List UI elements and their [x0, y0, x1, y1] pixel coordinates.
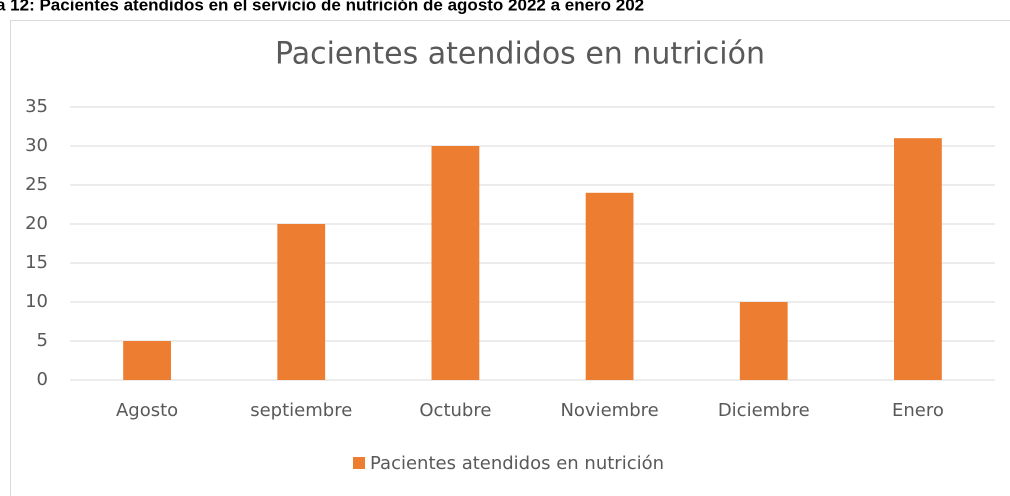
y-tick-label: 35 — [25, 96, 48, 117]
x-tick-label: Octubre — [419, 400, 491, 421]
legend-label: Pacientes atendidos en nutrición — [370, 453, 664, 474]
x-tick-label: Enero — [892, 400, 944, 421]
x-tick-label: Noviembre — [560, 400, 658, 421]
legend-swatch — [353, 457, 365, 469]
chart-border — [10, 20, 1010, 496]
bar — [123, 341, 171, 380]
chart-title: Pacientes atendidos en nutrición — [275, 37, 765, 72]
y-tick-label: 5 — [37, 330, 48, 351]
bar — [585, 192, 634, 380]
x-tick-label: septiembre — [250, 400, 352, 421]
x-tick-label: Diciembre — [718, 400, 810, 421]
y-tick-label: 30 — [25, 135, 48, 156]
y-tick-label: 20 — [25, 213, 48, 234]
caption: a 12: Pacientes atendidos en el servicio… — [0, 0, 644, 14]
x-tick-label: Agosto — [116, 400, 178, 421]
y-tick-label: 15 — [25, 252, 48, 273]
y-tick-label: 10 — [25, 291, 48, 312]
bar — [739, 302, 788, 380]
bar — [277, 224, 326, 380]
bar — [431, 146, 480, 380]
y-tick-label: 25 — [25, 174, 48, 195]
bar — [894, 138, 942, 380]
y-tick-label: 0 — [37, 369, 48, 390]
